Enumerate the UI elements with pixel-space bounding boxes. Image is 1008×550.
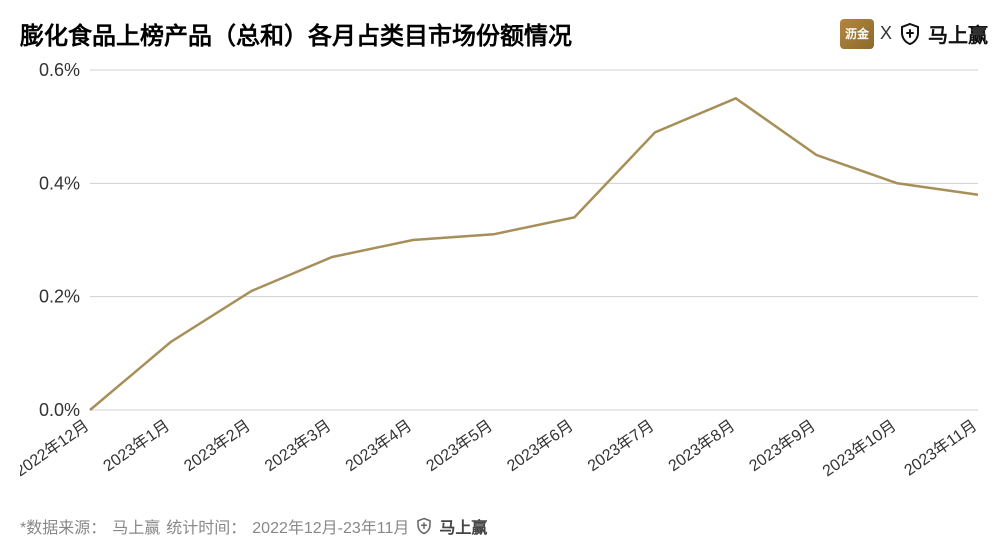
footer-brand: 马上赢 — [439, 514, 487, 538]
x-tick-label: 2023年7月 — [584, 417, 657, 476]
x-tick-label: 2023年6月 — [504, 417, 577, 476]
chart-area: 0.0%0.2%0.4%0.6%2022年12月2023年1月2023年2月20… — [20, 60, 988, 500]
x-tick-label: 2023年5月 — [423, 417, 496, 476]
x-tick-label: 2023年4月 — [342, 417, 415, 476]
x-tick-label: 2023年10月 — [819, 417, 899, 481]
logo-separator: X — [880, 23, 892, 44]
footer-source: 马上赢 — [112, 514, 160, 538]
x-tick-label: 2023年2月 — [181, 417, 254, 476]
chart-title: 膨化食品上榜产品（总和）各月占类目市场份额情况 — [20, 16, 572, 51]
x-tick-label: 2023年1月 — [100, 417, 173, 476]
y-tick-label: 0.6% — [39, 60, 80, 80]
brand-logo-text: 马上赢 — [928, 19, 988, 48]
header-logos: 沥金 X 马上赢 — [840, 19, 988, 49]
gold-deer-logo-icon: 沥金 — [840, 19, 874, 49]
chart-header: 膨化食品上榜产品（总和）各月占类目市场份额情况 沥金 X 马上赢 — [20, 16, 988, 51]
y-tick-label: 0.2% — [39, 287, 80, 307]
footer-stats-range: 2022年12月-23年11月 — [252, 514, 409, 538]
x-tick-label: 2023年3月 — [261, 417, 334, 476]
x-tick-label: 2023年9月 — [746, 417, 819, 476]
line-chart-svg: 0.0%0.2%0.4%0.6%2022年12月2023年1月2023年2月20… — [20, 60, 988, 500]
shield-icon — [898, 22, 922, 46]
x-tick-label: 2023年8月 — [665, 417, 738, 476]
footer-stats-label: 统计时间： — [166, 514, 246, 538]
x-tick-label: 2023年11月 — [901, 417, 980, 480]
footer-shield-icon — [415, 517, 433, 535]
chart-footer: *数据来源： 马上赢 统计时间： 2022年12月-23年11月 马上赢 — [20, 514, 487, 538]
footer-prefix: *数据来源： — [20, 514, 106, 538]
y-tick-label: 0.4% — [39, 173, 80, 193]
x-tick-label: 2022年12月 — [20, 417, 92, 481]
series-line — [90, 98, 978, 410]
y-tick-label: 0.0% — [39, 400, 80, 420]
